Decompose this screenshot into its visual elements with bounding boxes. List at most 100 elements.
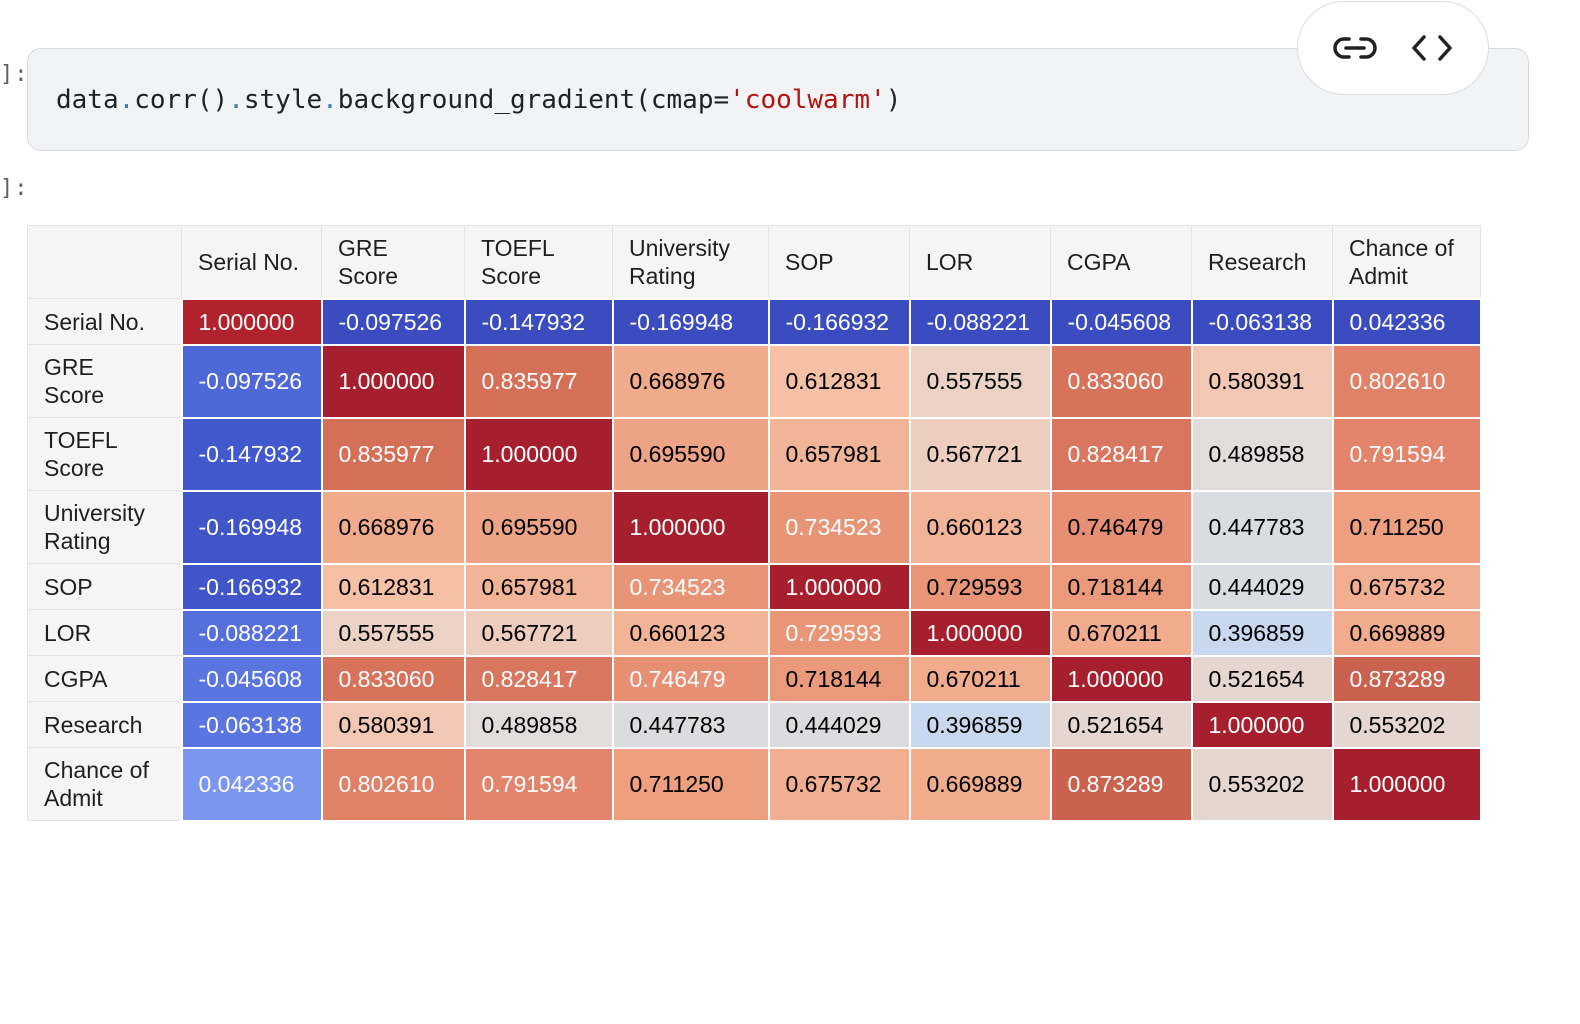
correlation-cell: -0.147932 [180,416,323,492]
correlation-cell: 1.000000 [463,416,614,492]
code-token: data [56,85,119,115]
correlation-cell: 0.669889 [1331,608,1482,657]
correlation-cell: 0.670211 [908,654,1052,703]
correlation-cell: 0.557555 [320,608,466,657]
correlation-cell: 0.873289 [1331,654,1482,703]
correlation-cell: 1.000000 [1049,654,1193,703]
correlation-cell: 0.521654 [1049,700,1193,749]
correlation-cell: 0.833060 [1049,343,1193,419]
correlation-cell: -0.169948 [180,489,323,565]
table-header-row: Serial No. GRE Score TOEFL Score University Ra… [27,225,1481,299]
correlation-cell: 0.802610 [320,746,466,822]
correlation-cell: 0.835977 [463,343,614,419]
correlation-cell: 0.396859 [1190,608,1334,657]
column-header: Chance of Admit [1332,225,1481,299]
view-code-button[interactable] [1404,20,1460,76]
correlation-cell: 1.000000 [1190,700,1334,749]
column-header: GRE Score [321,225,465,299]
copy-link-button[interactable] [1327,20,1383,76]
index-corner-cell [27,225,182,299]
column-header: LOR [909,225,1051,299]
table-row: University Rating -0.169948 0.668976 0.69559… [27,489,1482,565]
correlation-cell: 0.711250 [1331,489,1482,565]
correlation-cell: 0.553202 [1190,746,1334,822]
code-token: style [243,85,323,115]
row-header: Chance of Admit [27,747,182,821]
correlation-cell: 0.675732 [767,746,911,822]
column-header: TOEFL Score [464,225,613,299]
link-icon [1332,37,1377,59]
correlation-cell: 0.557555 [908,343,1052,419]
row-header: LOR [27,609,182,656]
correlation-cell: 1.000000 [1331,746,1482,822]
correlation-cell: 0.489858 [1190,416,1334,492]
correlation-cell: 0.711250 [611,746,770,822]
correlation-cell: 0.521654 [1190,654,1334,703]
correlation-cell: -0.097526 [180,343,323,419]
correlation-cell: -0.166932 [180,562,323,611]
cell-toolbar [1297,1,1489,95]
correlation-cell: 0.553202 [1331,700,1482,749]
row-header: SOP [27,563,182,610]
correlation-cell: 0.695590 [463,489,614,565]
correlation-cell: 0.668976 [611,343,770,419]
correlation-cell: 0.791594 [1331,416,1482,492]
correlation-cell: 0.657981 [767,416,911,492]
correlation-cell: -0.166932 [767,297,911,346]
correlation-cell: 0.580391 [1190,343,1334,419]
correlation-cell: 0.612831 [767,343,911,419]
table-row: GRE Score -0.097526 1.000000 0.835977 0.66897… [27,343,1482,419]
correlation-cell: 0.835977 [320,416,466,492]
table-row: TOEFL Score -0.147932 0.835977 1.000000 0.695… [27,416,1482,492]
output-cell-prompt: ]: [0,176,29,201]
correlation-cell: 1.000000 [180,297,323,346]
correlation-table: Serial No. GRE Score TOEFL Score University Ra… [27,225,1482,822]
correlation-cell: 0.729593 [908,562,1052,611]
table-row: SOP -0.166932 0.612831 0.657981 0.734523 1.00… [27,562,1482,611]
code-token: . [118,85,135,115]
correlation-cell: 0.612831 [320,562,466,611]
correlation-cell: 0.802610 [1331,343,1482,419]
correlation-cell: 0.729593 [767,608,911,657]
table-row: CGPA -0.045608 0.833060 0.828417 0.746479 0.7… [27,654,1482,703]
correlation-cell: 0.580391 [320,700,466,749]
row-header: Serial No. [27,298,182,345]
row-header: Research [27,701,182,748]
row-header: CGPA [27,655,182,702]
column-header: SOP [768,225,910,299]
code-token: background_gradient(cmap= [337,85,730,115]
correlation-cell: 0.447783 [611,700,770,749]
correlation-cell: 0.660123 [611,608,770,657]
correlation-cell: 0.828417 [463,654,614,703]
correlation-cell: -0.147932 [463,297,614,346]
correlation-cell: 0.668976 [320,489,466,565]
column-header: CGPA [1050,225,1192,299]
correlation-cell: 0.657981 [463,562,614,611]
correlation-cell: 0.669889 [908,746,1052,822]
correlation-cell: 0.660123 [908,489,1052,565]
correlation-cell: 1.000000 [320,343,466,419]
table-row: Chance of Admit 0.042336 0.802610 0.791594 0.… [27,746,1482,822]
correlation-cell: 0.567721 [908,416,1052,492]
correlation-cell: -0.097526 [320,297,466,346]
correlation-cell: 0.042336 [1331,297,1482,346]
correlation-cell: -0.063138 [180,700,323,749]
code-cell[interactable]: data.corr().style.background_gradient(cm… [27,48,1529,151]
correlation-cell: 0.746479 [611,654,770,703]
code-editor[interactable]: data.corr().style.background_gradient(cm… [56,85,901,115]
correlation-cell: 0.734523 [767,489,911,565]
correlation-cell: 0.791594 [463,746,614,822]
correlation-cell: 1.000000 [611,489,770,565]
correlation-cell: 0.746479 [1049,489,1193,565]
correlation-cell: 0.567721 [463,608,614,657]
table-row: Serial No. 1.000000 -0.097526 -0.147932 -0.1… [27,297,1482,346]
correlation-cell: 0.396859 [908,700,1052,749]
row-header: GRE Score [27,344,182,418]
correlation-cell: -0.088221 [908,297,1052,346]
column-header: Serial No. [181,225,322,299]
code-token: corr() [134,85,229,115]
code-token: 'coolwarm' [729,85,886,115]
correlation-cell: 0.734523 [611,562,770,611]
row-header: TOEFL Score [27,417,182,491]
correlation-cell: -0.088221 [180,608,323,657]
